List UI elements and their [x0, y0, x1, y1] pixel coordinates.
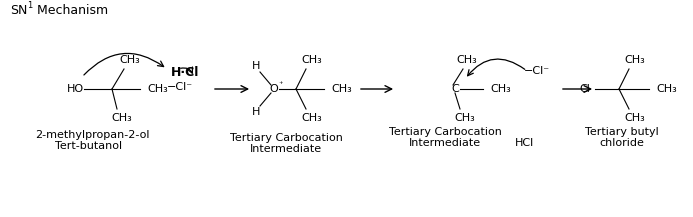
Text: CH₃: CH₃	[332, 84, 352, 94]
Text: H: H	[252, 61, 260, 71]
Text: ⁺: ⁺	[279, 79, 283, 89]
Text: CH₃: CH₃	[624, 113, 645, 123]
Text: SN: SN	[10, 3, 28, 16]
Text: CH₃: CH₃	[120, 55, 141, 65]
Text: HO: HO	[67, 84, 84, 94]
Text: CH₃: CH₃	[455, 113, 475, 123]
Text: CH₃: CH₃	[301, 113, 322, 123]
Text: Mechanism: Mechanism	[33, 3, 108, 16]
Text: −Cl⁻: −Cl⁻	[167, 82, 193, 92]
Text: HCl: HCl	[516, 138, 534, 148]
Text: Intermediate: Intermediate	[409, 138, 481, 148]
Text: 2-methylpropan-2-ol: 2-methylpropan-2-ol	[35, 130, 149, 140]
Text: CH₃: CH₃	[491, 84, 511, 94]
Text: CH₃: CH₃	[657, 84, 677, 94]
Text: CH₃: CH₃	[148, 84, 168, 94]
Text: Cl: Cl	[579, 84, 590, 94]
Text: H: H	[252, 107, 260, 117]
Text: Tertiary Carbocation: Tertiary Carbocation	[229, 133, 342, 143]
Text: Tertiary butyl: Tertiary butyl	[585, 127, 659, 137]
Text: −Cl⁻: −Cl⁻	[524, 66, 550, 76]
Text: CH₃: CH₃	[457, 55, 477, 65]
Text: C: C	[451, 84, 459, 94]
Text: CH₃: CH₃	[112, 113, 132, 123]
Text: O: O	[270, 84, 279, 94]
Text: Tert-butanol: Tert-butanol	[55, 141, 123, 151]
Text: Tertiary Carbocation: Tertiary Carbocation	[389, 127, 502, 137]
Text: CH₃: CH₃	[301, 55, 322, 65]
Text: Intermediate: Intermediate	[250, 144, 322, 154]
Text: CH₃: CH₃	[624, 55, 645, 65]
Text: 1: 1	[27, 2, 33, 10]
Text: chloride: chloride	[599, 138, 644, 148]
Text: H·Cl: H·Cl	[170, 66, 199, 79]
